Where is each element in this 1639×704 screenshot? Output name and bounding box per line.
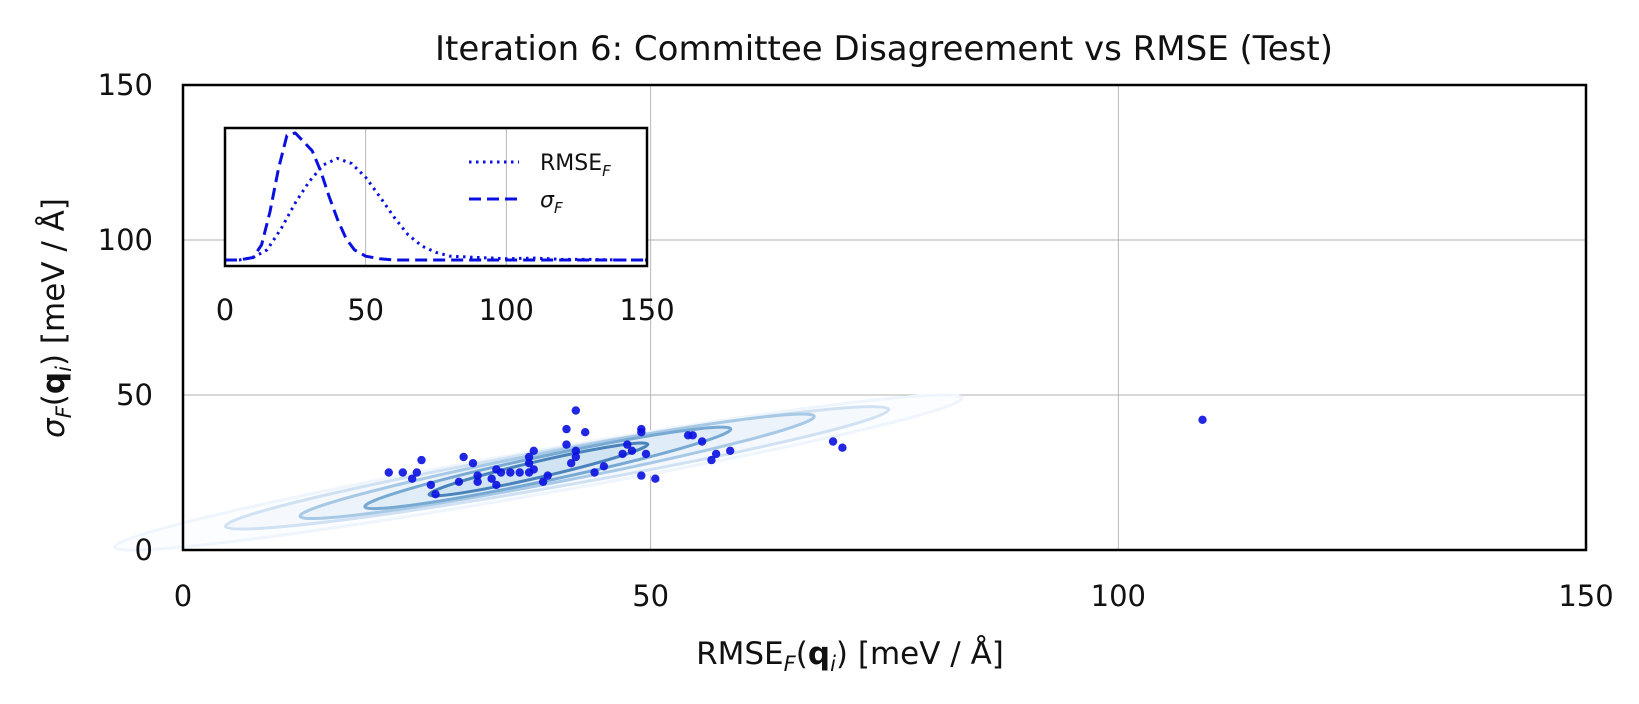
legend-label-rmse: RMSEF: [540, 151, 611, 180]
scatter-point: [417, 455, 426, 465]
inset-series-lines: [225, 131, 647, 262]
scatter-point: [412, 468, 422, 477]
scatter-point: [828, 437, 838, 446]
inset-frame: [223, 126, 649, 268]
x-label-arg-sub: i: [830, 652, 836, 676]
scatter-point: [623, 440, 632, 449]
scatter-point: [543, 471, 552, 480]
scatter-point: [384, 468, 393, 477]
inset-line-sigma: [225, 131, 647, 262]
scatter-point: [529, 446, 538, 455]
scatter-point: [562, 440, 571, 449]
y-tick-labels: 0 50 100 150: [98, 68, 153, 567]
scatter-point: [538, 477, 548, 486]
scatter-point: [407, 474, 417, 483]
y-axis-label: σF(qi) [meV / Å]: [36, 198, 76, 438]
x-tick-label: 100: [1091, 579, 1146, 613]
scatter-point: [473, 471, 482, 480]
scatter-point: [618, 449, 627, 459]
inset-line-rmse: [225, 156, 647, 262]
inset-x-tick-labels: 0 50 100 150: [216, 293, 675, 327]
x-label-bold: q: [808, 636, 830, 672]
scatter-point: [506, 468, 515, 477]
scatter-point: [492, 480, 501, 490]
scatter-point: [398, 468, 408, 477]
x-label-close: ): [836, 636, 848, 672]
scatter-point: [571, 452, 581, 462]
x-tick-label: 150: [1558, 579, 1613, 613]
y-tick-label: 150: [98, 68, 153, 102]
y-label-close: ): [36, 354, 72, 366]
scatter-point: [580, 428, 590, 437]
scatter-point: [562, 424, 571, 434]
inset-background: [225, 128, 647, 266]
scatter-point: [725, 446, 735, 455]
density-contours: [113, 393, 964, 552]
scatter-point: [590, 468, 599, 477]
scatter-point: [454, 477, 464, 486]
scatter-point: [524, 459, 534, 468]
scatter-point: [459, 452, 468, 462]
scatter-points: [384, 406, 1207, 499]
scatter-point: [487, 474, 496, 483]
y-tick-label: 0: [135, 533, 153, 567]
x-label-open: (: [796, 636, 808, 672]
x-axis-label: RMSEF(qi) [meV / Å]: [696, 636, 1004, 676]
y-tick-label: 100: [98, 223, 153, 257]
inset-x-tick-label: 0: [216, 293, 234, 327]
scatter-point: [524, 452, 534, 462]
x-label-base: RMSE: [696, 636, 784, 672]
inset-distribution-plot: 0 50 100 150 RMSEF σF: [216, 126, 675, 327]
x-tick-labels: 0 50 100 150: [174, 579, 1614, 613]
scatter-point: [431, 490, 440, 499]
x-label-sub: F: [784, 652, 797, 676]
scatter-point: [496, 468, 506, 477]
inset-x-tick-label: 150: [619, 293, 674, 327]
scatter-point: [1198, 415, 1207, 424]
y-label-arg-sub: i: [52, 366, 76, 372]
y-label-open: (: [36, 394, 72, 406]
scatter-point: [641, 449, 651, 459]
inset-legend: RMSEF σF: [469, 151, 611, 217]
scatter-point: [838, 443, 847, 452]
y-label-base: σ: [36, 417, 72, 438]
scatter-point: [571, 446, 581, 455]
scatter-point: [637, 424, 646, 434]
scatter-point: [529, 465, 538, 474]
scatter-point: [688, 431, 697, 440]
y-label-unit: [meV / Å]: [36, 198, 72, 354]
scatter-point: [637, 471, 646, 480]
y-label-bold: q: [36, 372, 72, 394]
scatter-point: [571, 406, 581, 415]
scatter-point: [697, 437, 707, 446]
scatter-point: [599, 462, 609, 471]
scatter-point: [515, 468, 524, 477]
legend-label-sigma: σF: [540, 188, 563, 217]
x-tick-label: 0: [174, 579, 192, 613]
x-tick-label: 50: [632, 579, 669, 613]
y-label-sub: F: [52, 405, 76, 418]
scatter-point: [627, 446, 637, 455]
scatter-point: [473, 477, 482, 486]
scatter-point: [566, 459, 576, 468]
scatter-point: [711, 449, 721, 459]
y-tick-label: 50: [116, 378, 153, 412]
inset-x-tick-label: 50: [347, 293, 384, 327]
x-label-unit: [meV / Å]: [848, 636, 1004, 672]
main-plot-frame: [181, 83, 1588, 552]
scatter-point: [707, 455, 716, 465]
scatter-point: [651, 474, 660, 483]
inset-x-tick-label: 100: [479, 293, 534, 327]
chart-title: Iteration 6: Committee Disagreement vs R…: [435, 29, 1333, 69]
scatter-point: [468, 459, 478, 468]
scatter-point: [426, 480, 436, 490]
density-contour: [427, 441, 650, 498]
